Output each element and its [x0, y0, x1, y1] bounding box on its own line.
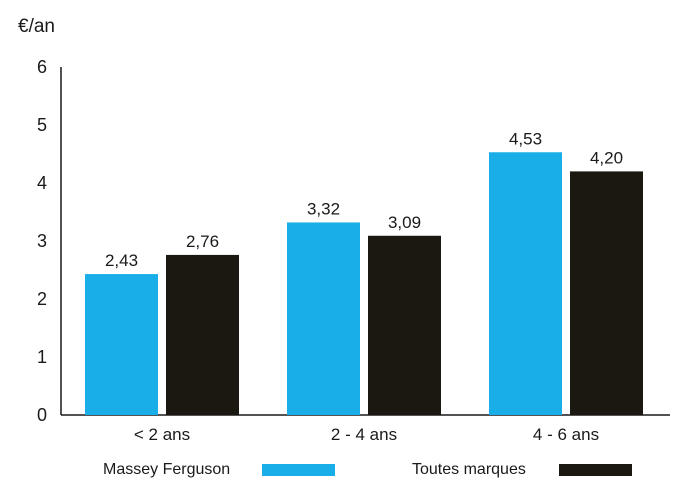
y-axis-title: €/an [18, 16, 55, 37]
legend-label: Massey Ferguson [103, 461, 230, 478]
legend-swatch [262, 464, 335, 476]
y-tick-label: 4 [37, 173, 47, 193]
legend-label: Toutes marques [412, 461, 526, 478]
bar-value-label: 3,32 [307, 199, 340, 218]
bar-value-label: 4,53 [509, 129, 542, 148]
bar-value-label: 2,43 [105, 251, 138, 270]
y-tick-label: 2 [37, 289, 47, 309]
legend: Massey Ferguson Toutes marques [103, 461, 632, 478]
y-tick-label: 6 [37, 57, 47, 77]
x-tick-label: 4 - 6 ans [533, 425, 599, 444]
y-tick-label: 1 [37, 347, 47, 367]
x-tick-label: < 2 ans [134, 425, 190, 444]
bar-massey-ferguson [489, 152, 562, 415]
y-tick-label: 0 [37, 405, 47, 425]
bar-toutes-marques [570, 171, 643, 415]
x-tick-label: 2 - 4 ans [331, 425, 397, 444]
y-tick-label: 5 [37, 115, 47, 135]
bar-value-label: 4,20 [590, 148, 623, 167]
bar-value-label: 3,09 [388, 213, 421, 232]
legend-swatch [559, 464, 632, 476]
bar-toutes-marques [166, 254, 239, 415]
y-tick-label: 3 [37, 231, 47, 251]
bar-massey-ferguson [287, 222, 360, 415]
bar-value-label: 2,76 [186, 232, 219, 251]
bar-toutes-marques [368, 235, 441, 415]
bar-massey-ferguson [85, 274, 158, 415]
